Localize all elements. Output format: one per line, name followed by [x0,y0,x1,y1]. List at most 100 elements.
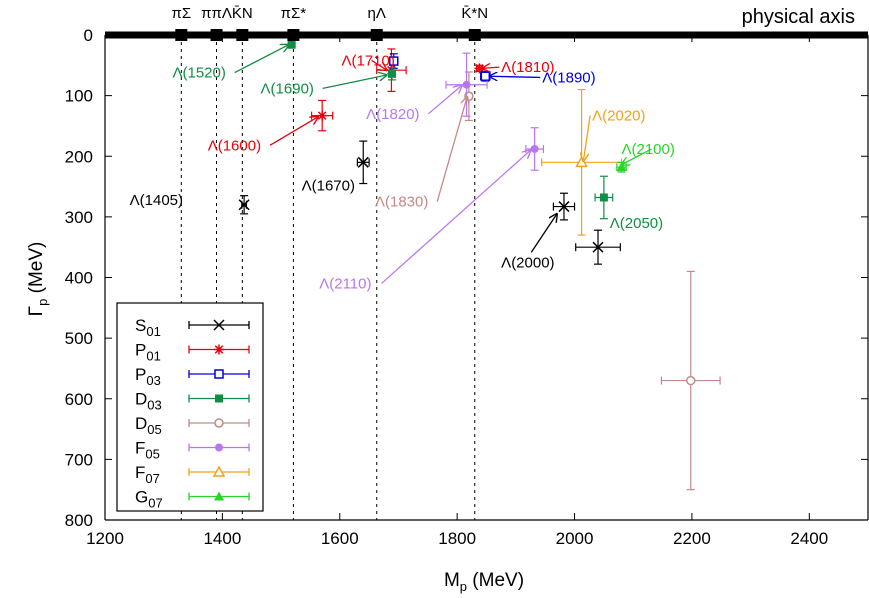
y-tick-label: 400 [65,269,93,288]
annotation-label: Λ(1520) [172,65,225,82]
x-tick-label: 2200 [673,529,711,548]
threshold-marker [370,29,383,41]
x-tick-label: 1400 [203,529,241,548]
annotation-label: Λ(2100) [621,141,674,158]
marker-circle [530,144,539,153]
annotation-label: Λ(1890) [542,69,595,86]
marker-star [317,110,328,121]
annotation-label: Λ(1670) [302,177,355,194]
marker-square [388,69,397,78]
y-tick-label: 600 [65,390,93,409]
y-tick-label: 0 [84,26,93,45]
annotation-label: Λ(1830) [375,194,428,211]
threshold-label: πΣ* [281,5,307,22]
marker-x [592,241,604,253]
y-tick-label: 200 [65,147,93,166]
data-point [356,140,370,185]
data-point [480,70,491,82]
marker-circle [215,443,223,452]
svg-text:Mp (MeV): Mp (MeV) [444,570,524,594]
x-tick-label: 1200 [86,529,124,548]
annotation-arrow [621,148,652,165]
annotation-label: Λ(2050) [610,215,663,232]
annotation-label: Λ(2110) [319,276,371,293]
marker-triangle-open [212,465,226,477]
annotation-label: Λ(2000) [501,254,554,271]
threshold-marker [236,29,249,41]
marker-star [214,344,224,355]
marker-circle-open [685,375,696,386]
marker-circle [462,80,471,89]
y-tick-label: 100 [65,87,93,106]
x-tick-label: 2400 [790,529,828,548]
physical-axis-label: physical axis [742,6,855,28]
annotation-arrow [482,67,500,68]
marker-star [474,63,485,74]
data-point [616,161,627,173]
data-point [287,40,296,49]
annotation-label: Λ(2020) [592,108,645,125]
data-point [552,192,576,221]
threshold-label: ππΛ [201,5,232,22]
annotation-arrow [489,76,541,77]
data-point [238,195,250,215]
legend-box [116,302,264,512]
annotation-arrow [269,117,318,146]
annotation-label: Λ(1405) [130,192,183,209]
data-point [575,229,621,265]
x-tick-label: 1800 [438,529,476,548]
marker-x [213,319,225,331]
threshold-label: K̄*N [461,5,488,22]
data-points [238,40,721,491]
x-axis-title: Mp (MeV) [444,570,524,594]
marker-square-open [480,71,491,81]
marker-square-open [214,369,224,379]
annotation-arrow [583,115,591,161]
series-D05 [464,71,721,491]
data-point [594,175,614,220]
annotation-label: Λ(1810) [501,59,554,76]
threshold-marker [210,29,223,41]
svg-text:Γp (MeV): Γp (MeV) [26,242,50,317]
series-F05 [445,52,545,171]
marker-triangle [214,491,224,501]
data-point [445,52,488,117]
series-G07 [616,161,627,173]
marker-triangle [616,162,627,172]
annotation-label: Λ(1690) [261,80,314,97]
x-tick-label: 2000 [556,529,594,548]
annotation-arrow [322,75,387,89]
x-tick-label: 1600 [321,529,359,548]
y-tick-label: 500 [65,329,93,348]
threshold-label: K̄N [232,5,253,22]
threshold-marker [287,29,300,41]
threshold-marker [468,29,481,41]
annotation-arrow [436,97,467,202]
annotation-arrow [371,59,387,70]
annotation-arrow [427,85,461,115]
marker-circle-open [214,418,224,428]
threshold-label: πΣ [171,5,191,22]
physical-axis-thresholds: πΣ ππΛ K̄N πΣ* ηΛ K̄*N [105,5,868,41]
legend-entry-S01: S01 [135,316,250,339]
annotation-label: Λ(1710) [342,52,395,69]
y-tick-label: 300 [65,208,93,227]
annotation-arrow [380,150,530,285]
threshold-label: ηΛ [368,5,386,22]
y-tick-label: 800 [65,511,93,530]
annotation-arrow [530,214,557,253]
data-point [525,127,545,171]
data-point [388,67,397,81]
marker-square-open [389,56,399,66]
threshold-marker [175,29,188,41]
axes: 1200 1400 1600 1800 2000 2200 2400 0 100 200 300 40… [65,26,869,548]
marker-x [357,156,369,168]
marker-square [215,394,223,403]
y-tick-label: 700 [65,450,93,469]
marker-x [238,199,250,211]
annotation-label: Λ(1600) [208,137,261,154]
data-point [389,53,399,69]
marker-square [287,40,296,49]
